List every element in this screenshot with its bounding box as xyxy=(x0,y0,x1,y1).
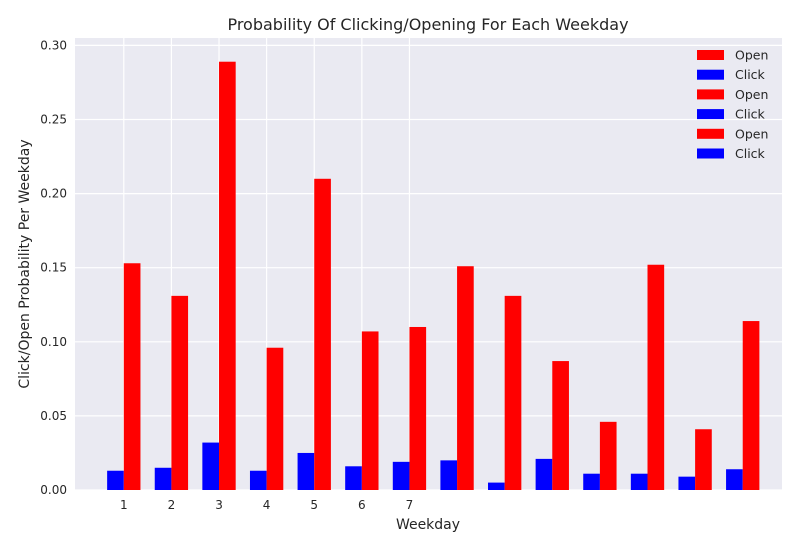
bar-open xyxy=(219,61,236,490)
y-tick-label: 0.15 xyxy=(40,261,67,275)
bar-open xyxy=(314,178,331,491)
legend-label: Open xyxy=(735,126,768,141)
legend-label: Open xyxy=(735,87,768,102)
bar-click xyxy=(345,466,362,490)
bar-open xyxy=(171,295,189,490)
bar-open xyxy=(695,429,712,490)
y-tick-label: 0.00 xyxy=(40,483,67,497)
y-tick-label: 0.05 xyxy=(40,409,67,423)
bar-click xyxy=(297,452,315,490)
bar-click xyxy=(630,473,648,490)
y-tick-label: 0.25 xyxy=(40,113,67,127)
y-tick-label: 0.10 xyxy=(40,335,67,349)
bar-open xyxy=(599,421,617,490)
bar-open xyxy=(647,264,665,490)
x-tick-label: 5 xyxy=(310,498,318,512)
legend: Open Click Open Click Open Click xyxy=(697,48,768,161)
x-axis-ticks: 1 2 3 4 5 6 7 xyxy=(120,498,413,512)
x-tick-label: 6 xyxy=(358,498,366,512)
bar-click xyxy=(678,476,696,490)
x-tick-label: 1 xyxy=(120,498,128,512)
legend-label: Click xyxy=(735,107,766,122)
bar-click xyxy=(154,467,172,490)
bar-click xyxy=(249,470,267,490)
legend-label: Click xyxy=(735,146,766,161)
legend-swatch xyxy=(697,109,724,120)
legend-swatch xyxy=(697,148,724,159)
bar-open xyxy=(409,326,427,490)
bar-click xyxy=(440,460,458,490)
x-axis-label: Weekday xyxy=(396,517,460,533)
legend-swatch xyxy=(697,89,724,100)
legend-swatch xyxy=(697,50,724,60)
bar-click xyxy=(535,458,553,490)
bar-open xyxy=(552,361,569,490)
x-tick-label: 4 xyxy=(263,498,271,512)
bar-open xyxy=(266,347,284,490)
bar-open xyxy=(123,263,141,490)
y-axis-ticks: 0.00 0.05 0.10 0.15 0.20 0.25 0.30 xyxy=(40,38,67,497)
y-tick-label: 0.30 xyxy=(40,38,67,52)
x-tick-label: 2 xyxy=(168,498,176,512)
legend-swatch xyxy=(697,128,724,139)
x-tick-label: 7 xyxy=(406,498,414,512)
legend-swatch xyxy=(697,69,724,80)
bars xyxy=(107,61,760,491)
bar-open xyxy=(742,321,760,490)
plot-area xyxy=(75,38,782,490)
bar-open xyxy=(361,331,379,490)
bar-click xyxy=(488,482,505,490)
x-tick-label: 3 xyxy=(215,498,223,512)
bar-click xyxy=(583,473,600,490)
bar-open xyxy=(457,266,474,490)
legend-label: Open xyxy=(735,48,768,63)
bar-click xyxy=(202,442,220,490)
y-axis-label: Click/Open Probability Per Weekday xyxy=(17,139,33,388)
bar-open xyxy=(504,295,522,490)
bar-click xyxy=(107,470,124,490)
y-tick-label: 0.20 xyxy=(40,187,67,201)
bar-click xyxy=(726,469,743,490)
legend-label: Click xyxy=(735,67,766,82)
bar-click xyxy=(392,461,410,490)
chart-title: Probability Of Clicking/Opening For Each… xyxy=(227,15,628,34)
